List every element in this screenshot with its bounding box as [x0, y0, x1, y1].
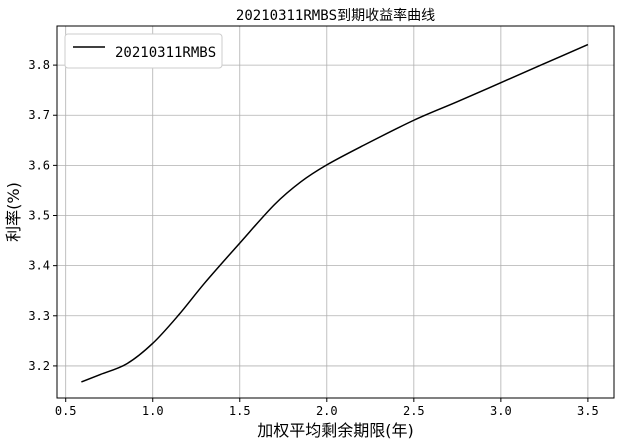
legend-box — [64, 33, 223, 69]
series-layer — [81, 43, 589, 383]
x-tick-label: 3.5 — [577, 404, 599, 418]
legend-entry-label: 20210311RMBS — [115, 45, 216, 61]
x-tick-label: 1.5 — [229, 404, 251, 418]
grid-layer — [57, 26, 614, 398]
x-axis-label: 加权平均剩余期限(年) — [257, 421, 414, 440]
plot-frame — [56, 25, 615, 399]
chart-title: 20210311RMBS到期收益率曲线 — [236, 7, 435, 24]
series-line — [81, 43, 589, 383]
x-tick-label: 2.0 — [316, 404, 338, 418]
legend: 20210311RMBS — [64, 33, 223, 69]
y-axis-label: 利率(%) — [4, 182, 23, 242]
y-tick-label: 3.2 — [28, 359, 50, 373]
y-tick-label: 3.8 — [28, 58, 50, 72]
x-tick-label: 2.5 — [403, 404, 425, 418]
y-tick-label: 3.6 — [28, 158, 50, 172]
ticks-layer: 0.5 1.0 1.5 2.0 2.5 3.0 3.5 3.2 3.3 3.4 3.5 3.6 3.7 3… — [28, 58, 598, 418]
y-tick-label: 3.3 — [28, 309, 50, 323]
y-tick-label: 3.4 — [28, 259, 50, 273]
x-tick-label: 0.5 — [55, 404, 77, 418]
x-tick-label: 3.0 — [490, 404, 512, 418]
y-tick-label: 3.7 — [28, 108, 50, 122]
x-tick-label: 1.0 — [142, 404, 164, 418]
y-tick-label: 3.5 — [28, 209, 50, 223]
